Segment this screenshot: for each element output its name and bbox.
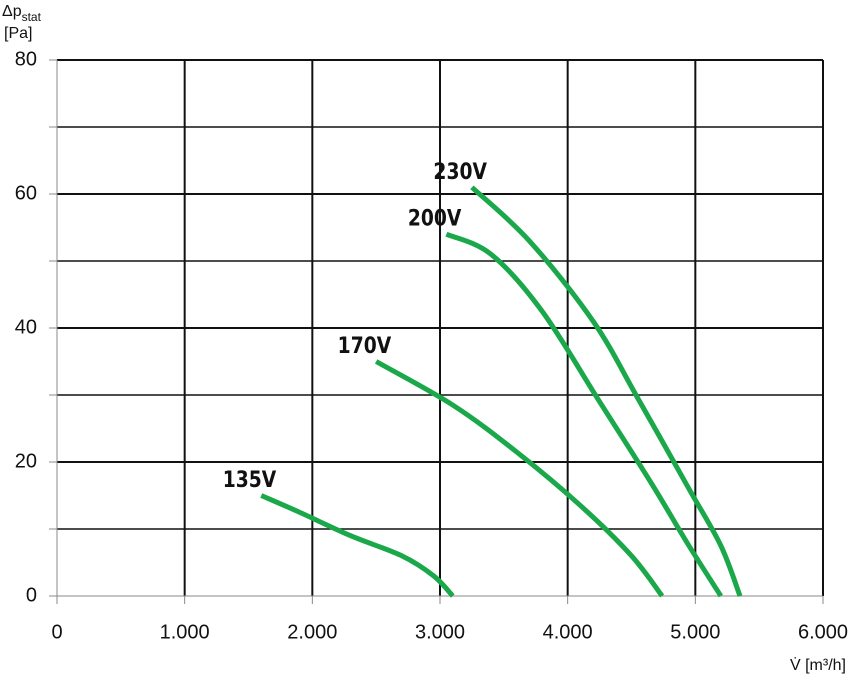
series-label: 170V xyxy=(338,332,392,358)
y-tick-label: 20 xyxy=(15,450,37,472)
series-label: 230V xyxy=(433,158,487,184)
x-tick-label: 3.000 xyxy=(415,621,465,643)
x-tick-label: 1.000 xyxy=(160,621,210,643)
y-label-sub: stat xyxy=(22,10,42,24)
x-tick-label: 2.000 xyxy=(287,621,337,643)
x-axis-label: V̇ [m³/h] xyxy=(790,656,846,674)
x-tick-label: 0 xyxy=(51,621,62,643)
y-tick-label: 0 xyxy=(26,584,37,606)
curve xyxy=(470,185,743,597)
x-tick-label: 5.000 xyxy=(670,621,720,643)
curve xyxy=(445,231,723,598)
x-tick-label: 4.000 xyxy=(543,621,593,643)
x-tick-label: 6.000 xyxy=(798,621,848,643)
y-label-main: Δp xyxy=(2,3,22,20)
y-tick-label: 40 xyxy=(15,316,37,338)
curve xyxy=(260,493,455,598)
y-tick-label: 80 xyxy=(15,48,37,70)
series-label: 135V xyxy=(223,466,277,492)
y-axis-label: Δpstat xyxy=(2,3,42,24)
y-tick-label: 60 xyxy=(15,182,37,204)
y-axis-unit: [Pa] xyxy=(4,25,32,42)
curve xyxy=(374,359,665,598)
series-label: 200V xyxy=(408,205,462,231)
